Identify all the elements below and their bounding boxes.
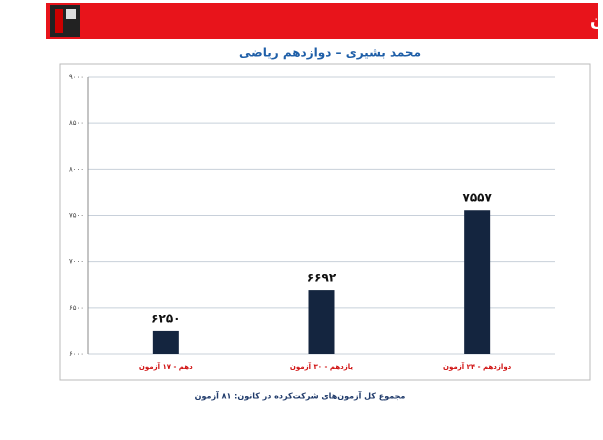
x-tick-label: یازدهم - ۳۰ آزمون (290, 362, 353, 371)
title-banner (46, 3, 598, 39)
y-tick-label: ۶۵۰۰ (69, 304, 84, 312)
chart-title: نمودار پیشرفت ۳ سال برنامه ریزی منظم در … (590, 9, 603, 31)
y-tick-label: ۸۵۰۰ (69, 119, 84, 127)
y-tick-label: ۸۰۰۰ (69, 165, 84, 173)
plot-frame (59, 63, 591, 381)
y-tick-label: ۷۰۰۰ (69, 258, 84, 266)
footnote: مجموع کل آزمون‌های شرکت‌کرده در کانون: ۸… (195, 391, 406, 401)
y-tick-label: ۹۰۰۰ (69, 73, 84, 81)
logo-part (55, 9, 63, 33)
x-tick-label: دهم - ۱۷ آزمون (139, 362, 193, 371)
data-label: ۶۶۹۲ (307, 271, 337, 285)
bar (308, 290, 335, 354)
y-tick-label: ۷۵۰۰ (69, 212, 84, 220)
bar (464, 210, 491, 354)
data-label: ۷۵۵۷ (463, 191, 493, 205)
y-tick-label: ۶۰۰۰ (69, 350, 84, 358)
chart-subtitle: محمد بشیری – دوازدهم ریاضی (239, 46, 421, 61)
logo-part (66, 9, 76, 19)
bar (152, 330, 179, 354)
data-label: ۶۲۵۰ (151, 311, 180, 325)
x-tick-label: دوازدهم - ۲۴ آزمون (443, 362, 512, 371)
